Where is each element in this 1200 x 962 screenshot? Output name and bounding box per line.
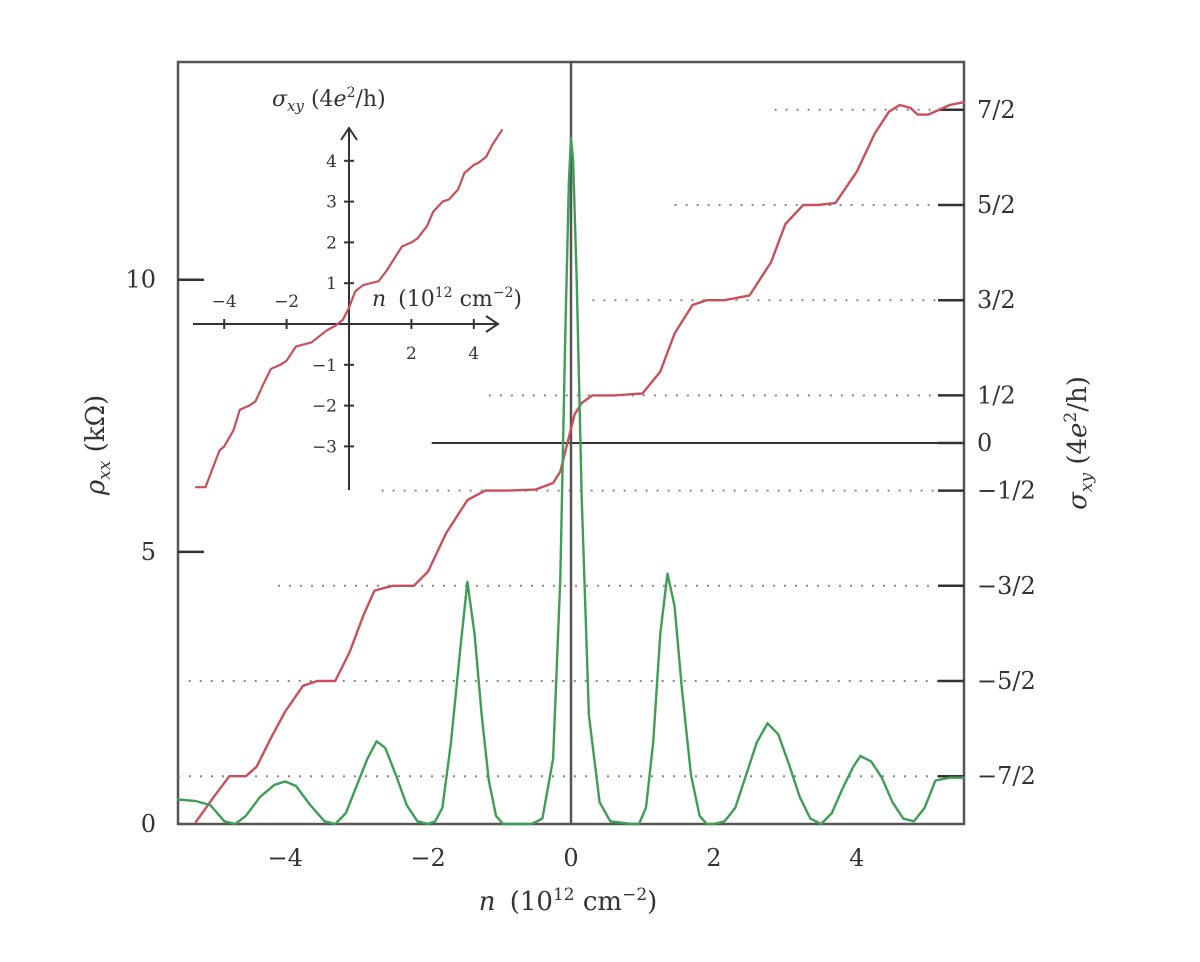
inset-y-arrow <box>340 126 358 141</box>
right-tick-label-7: −5/2 <box>977 667 1036 695</box>
x-tick-label-0: −4 <box>267 844 302 872</box>
x-tick-label-3: 2 <box>706 844 721 872</box>
right-tick-label-6: −3/2 <box>977 572 1036 600</box>
x-tick-label-1: −2 <box>410 844 445 872</box>
x-axis-title: n (1012 cm−2) <box>479 885 658 917</box>
inset-x-tick-label-0: −4 <box>212 292 237 312</box>
inset-y-tick-label-5: −2 <box>312 397 337 417</box>
right-tick-label-0: 7/2 <box>977 96 1016 124</box>
right-tick-label-8: −7/2 <box>977 762 1036 790</box>
right-tick-label-5: −1/2 <box>977 477 1036 505</box>
left-tick-label-0: 0 <box>141 810 156 838</box>
left-axis-title: ρxx (kΩ) <box>81 395 115 496</box>
inset-y-tick-label-2: 2 <box>326 233 337 253</box>
inset-x-axis-title: n (1012 cm−2) <box>372 285 522 312</box>
sigma-xy-curve <box>194 100 966 824</box>
inset-x-tick-label-3: 4 <box>468 344 479 364</box>
inset-x-tick-label-2: 2 <box>406 344 417 364</box>
inset-y-tick-label-4: −1 <box>312 356 337 376</box>
inset-y-tick-label-3: 1 <box>326 274 337 294</box>
main-plot: 0 5 10 7/2 5/2 3/2 1/2 0 −1/2 −3/2 −5/2 −7/2 −4 −2 0 2 4 <box>125 62 1036 872</box>
inset-y-axis-title: σxy (4e2/h) <box>272 85 386 115</box>
inset-y-tick-label-1: 3 <box>326 193 337 213</box>
right-axis-title: σxy (4e2/h) <box>1061 376 1097 510</box>
right-tick-label-2: 3/2 <box>977 286 1016 314</box>
rho-xx-curve <box>176 136 966 826</box>
inset-y-tick-label-6: −3 <box>312 437 337 457</box>
right-tick-label-3: 1/2 <box>977 381 1016 409</box>
left-tick-label-1: 5 <box>141 538 156 566</box>
inset-y-tick-label-0: 4 <box>326 152 337 172</box>
inset-plot: −4 −2 2 4 4 3 2 1 −1 −2 −3 <box>193 126 503 490</box>
x-tick-label-4: 4 <box>849 844 864 872</box>
left-tick-label-2: 10 <box>125 266 156 294</box>
inset-sigma-xy-curve <box>195 129 503 489</box>
inset-x-arrow <box>485 315 500 333</box>
inset-x-tick-label-1: −2 <box>274 292 299 312</box>
right-tick-label-1: 5/2 <box>977 191 1016 219</box>
right-tick-label-4: 0 <box>977 429 992 457</box>
x-tick-label-2: 0 <box>563 844 578 872</box>
